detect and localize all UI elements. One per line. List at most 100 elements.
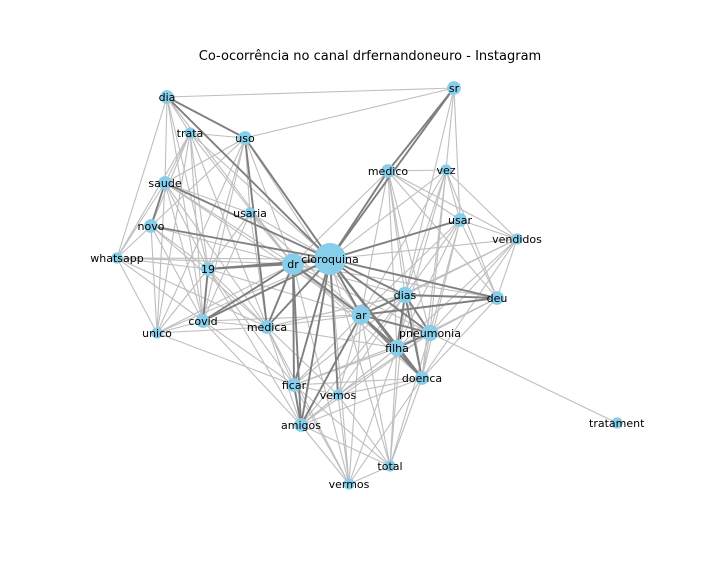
edge-usaria-dr <box>249 212 294 265</box>
node-label-filha: filha <box>385 342 409 355</box>
edge-strong-ar-amigos <box>300 314 362 426</box>
edge-strong-dias-doenca <box>404 294 423 379</box>
edge-medica-ar <box>266 314 362 328</box>
edge-novo-dr <box>150 225 294 265</box>
node-label-unico: unico <box>142 327 172 340</box>
edge-strong-ar-deu <box>360 297 498 316</box>
edge-vemos-doenca <box>337 377 423 396</box>
node-label-n19: 19 <box>201 263 215 276</box>
edge-trata-n19 <box>189 132 209 270</box>
edge-strong-cloroquina-usar <box>329 219 461 260</box>
edge-dia-dr <box>166 96 294 265</box>
edge-medica-amigos <box>266 326 302 426</box>
node-uso <box>238 131 252 145</box>
node-ficar <box>287 378 301 392</box>
edge-unico-ficar <box>156 332 295 386</box>
edge-ficar-dias <box>293 294 406 386</box>
edge-strong-cloroquina-dia <box>166 96 331 260</box>
edge-sr-usar <box>453 87 461 221</box>
edge-amigos-dias <box>300 294 406 426</box>
edge-medico-ar <box>360 170 389 316</box>
edge-medico-usar <box>387 170 461 221</box>
edge-whatsapp-dr <box>116 257 294 265</box>
edge-strong-medico-sr <box>387 87 455 172</box>
node-medica <box>260 320 274 334</box>
edge-ficar-vemos <box>293 384 339 396</box>
edge-vermos-filha <box>348 347 398 485</box>
edge-saude-usaria <box>164 182 251 214</box>
node-label-cloroquina: cloroquina <box>301 253 359 266</box>
edge-saude-covid <box>164 182 204 322</box>
node-label-novo: novo <box>138 220 165 233</box>
node-label-saude: saude <box>148 177 181 190</box>
node-label-usaria: usaria <box>233 207 267 220</box>
edge-vez-usar <box>445 169 461 221</box>
edge-strong-dias-deu <box>404 294 498 299</box>
node-dia <box>160 90 174 104</box>
edge-ficar-pneumonia <box>293 332 431 386</box>
edge-strong-cloroquina-amigos <box>300 258 331 426</box>
edge-dias-medica <box>266 294 406 328</box>
edge-strong-dr-ar <box>292 263 362 316</box>
edge-usar-deu <box>459 219 498 299</box>
edge-whatsapp-unico <box>116 257 158 334</box>
edge-total-doenca <box>389 377 423 467</box>
node-usaria <box>244 207 256 219</box>
node-label-medico: medico <box>368 165 409 178</box>
edge-trata-unico <box>156 132 191 334</box>
node-label-deu: deu <box>487 292 508 305</box>
node-n19 <box>201 262 215 276</box>
edge-saude-medica <box>164 182 268 328</box>
edge-covid-unico <box>156 320 204 334</box>
node-tratamento <box>611 417 623 429</box>
edge-strong-cloroquina-covid <box>202 258 331 322</box>
edge-total-pneumonia <box>389 332 431 467</box>
nodes-layer <box>111 81 623 490</box>
edge-medico-pneumonia <box>387 170 431 334</box>
edge-novo-medica <box>150 225 268 328</box>
edge-saude-whatsapp <box>116 182 166 259</box>
edge-medico-vendidos <box>387 170 518 240</box>
node-usar <box>453 213 467 227</box>
edge-strong-cloroquina-uso <box>244 137 331 260</box>
node-label-dias: dias <box>394 289 417 302</box>
edge-strong-dr-covid <box>202 263 294 322</box>
edge-vermos-total <box>348 465 391 485</box>
edge-strong-dias-filha <box>396 294 406 349</box>
edge-saude-ar <box>164 182 362 316</box>
node-dr <box>282 253 304 275</box>
edge-n19-ficar <box>207 268 295 386</box>
node-label-whatsapp: whatsapp <box>90 252 143 265</box>
node-whatsapp <box>111 252 123 264</box>
edge-vendidos-cloroquina <box>329 238 518 260</box>
edge-strong-cloroquina-novo <box>150 225 331 260</box>
edge-deu-doenca <box>421 297 498 379</box>
edge-dia-saude <box>164 96 168 184</box>
edge-medico-filha <box>387 170 398 349</box>
node-label-amigos: amigos <box>281 419 321 432</box>
edge-whatsapp-covid <box>116 257 204 322</box>
edge-medica-vermos <box>266 326 350 485</box>
edge-uso-n19 <box>207 137 246 270</box>
edge-strong-dr-medica <box>266 263 294 328</box>
node-label-ar: ar <box>355 309 367 322</box>
node-dias <box>396 286 414 304</box>
node-saude <box>158 176 172 190</box>
node-label-total: total <box>377 460 402 473</box>
edge-novo-whatsapp <box>116 225 152 259</box>
edge-vemos-ar <box>337 314 362 396</box>
edge-strong-dr-n19 <box>207 263 294 270</box>
edge-n19-amigos <box>207 268 302 426</box>
edge-vendidos-deu <box>496 238 518 299</box>
edge-vendidos-pneumonia <box>429 238 518 334</box>
edge-covid-ar <box>202 314 362 322</box>
node-filha <box>388 339 406 357</box>
edge-n19-unico <box>156 268 209 334</box>
edge-amigos-vermos <box>300 424 350 485</box>
edge-vermos-dr <box>292 263 350 485</box>
edge-novo-unico <box>150 225 158 334</box>
edge-trata-uso <box>189 132 246 139</box>
node-label-covid: covid <box>188 315 217 328</box>
node-covid <box>196 314 210 328</box>
node-vendidos <box>511 233 523 245</box>
